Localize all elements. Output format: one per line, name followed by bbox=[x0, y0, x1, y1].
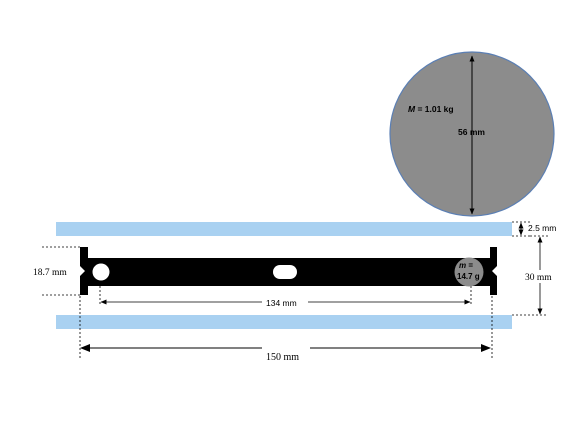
left-hole bbox=[92, 263, 110, 281]
disk-diameter-label: 56 mm bbox=[458, 127, 485, 137]
inner-span-label: 134 mm bbox=[266, 298, 297, 308]
height-left-label: 18.7 mm bbox=[33, 268, 67, 278]
bottom-glass-plate bbox=[56, 315, 512, 329]
inner-span-label-bg bbox=[262, 296, 308, 308]
outer-span-label: 150 mm bbox=[266, 352, 299, 363]
small-mass-label-line1: m = bbox=[459, 261, 473, 270]
small-mass bbox=[454, 257, 484, 287]
outer-span-label-bg bbox=[262, 341, 310, 355]
small-mass-label-line2: 14.7 g bbox=[457, 272, 480, 281]
height-right-label-bg bbox=[523, 270, 559, 283]
height-right-label: 30 mm bbox=[525, 273, 552, 283]
disk-mass-label: M = 1.01 kg bbox=[408, 104, 454, 114]
top-glass-plate bbox=[56, 222, 512, 236]
gap-label: 2.5 mm bbox=[528, 223, 556, 233]
center-slot bbox=[273, 265, 297, 279]
